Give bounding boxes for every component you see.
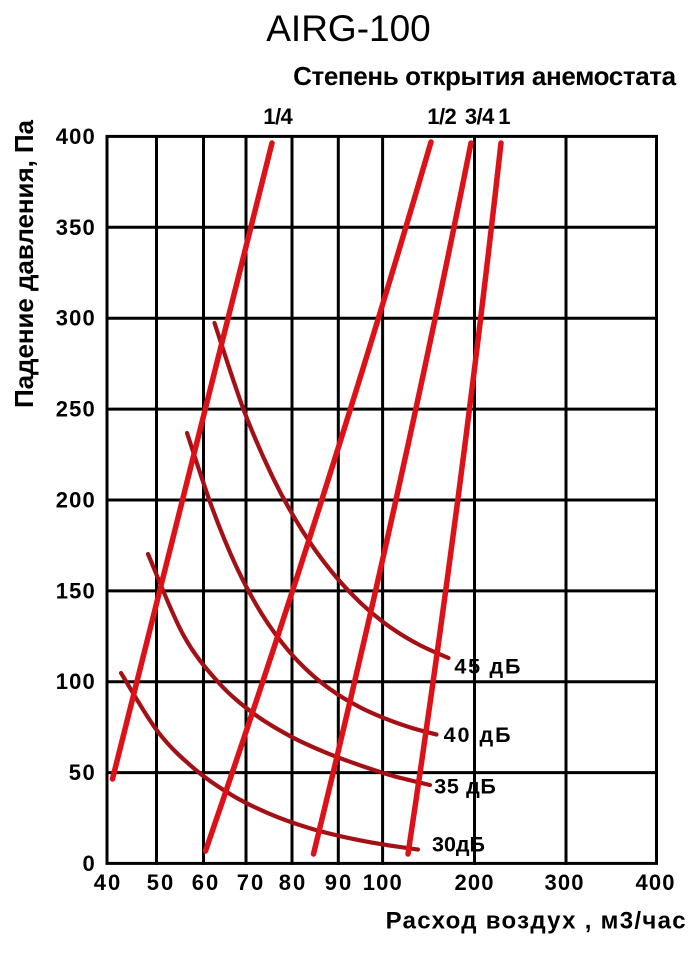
- svg-text:150: 150: [56, 578, 95, 603]
- svg-text:1/2: 1/2: [427, 104, 457, 129]
- svg-text:1/4: 1/4: [263, 104, 293, 129]
- svg-text:Степень открытия анемостата: Степень открытия анемостата: [293, 61, 677, 91]
- svg-text:50: 50: [69, 760, 95, 785]
- svg-text:45 дБ: 45 дБ: [454, 654, 520, 678]
- svg-text:200: 200: [56, 488, 95, 513]
- svg-text:100: 100: [56, 669, 95, 694]
- svg-text:0: 0: [82, 851, 94, 876]
- svg-text:300: 300: [545, 870, 584, 895]
- svg-text:Расход воздух , м3/час: Расход воздух , м3/час: [386, 908, 686, 935]
- svg-text:30дБ: 30дБ: [432, 832, 485, 856]
- svg-text:250: 250: [56, 397, 95, 422]
- svg-text:Падение давления, Па: Падение давления, Па: [9, 119, 39, 408]
- svg-text:200: 200: [455, 870, 494, 895]
- svg-text:3/4: 3/4: [465, 104, 495, 129]
- svg-text:40 дБ: 40 дБ: [444, 723, 511, 747]
- svg-text:100: 100: [363, 870, 402, 895]
- svg-text:35 дБ: 35 дБ: [434, 775, 496, 799]
- svg-text:350: 350: [56, 215, 95, 240]
- svg-text:300: 300: [56, 306, 95, 331]
- svg-text:400: 400: [56, 124, 95, 149]
- svg-text:1: 1: [498, 104, 510, 129]
- svg-text:AIRG-100: AIRG-100: [266, 8, 431, 49]
- svg-text:400: 400: [636, 870, 675, 895]
